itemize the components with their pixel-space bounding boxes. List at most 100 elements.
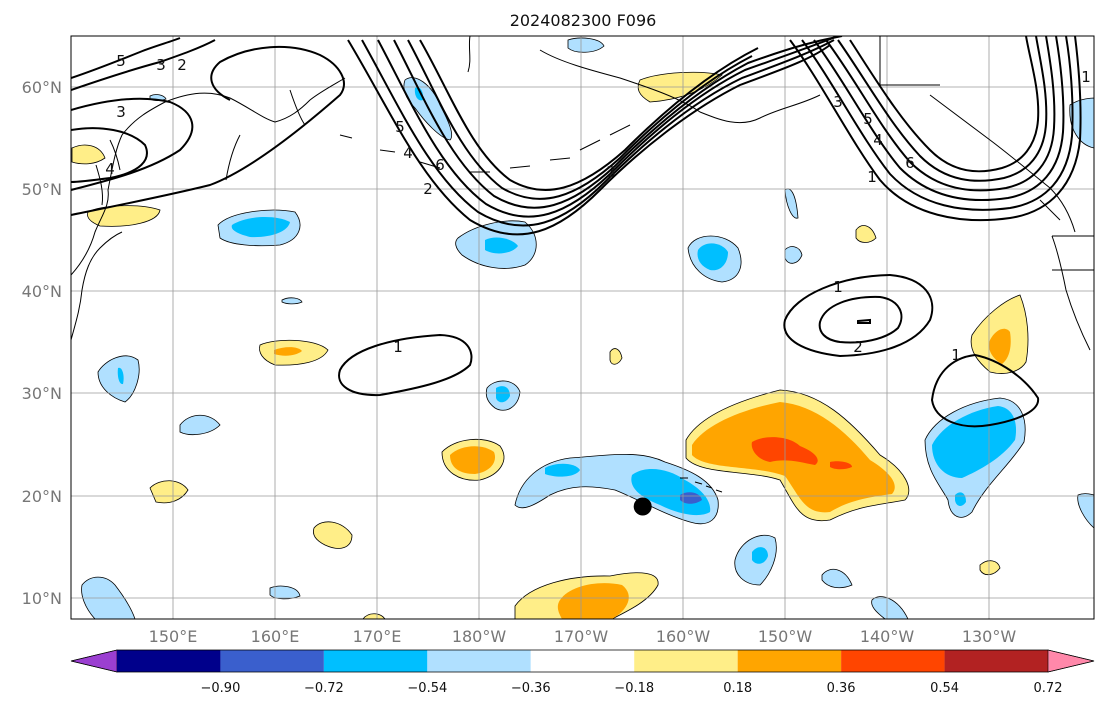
colorbar-tick-label: −0.72	[304, 681, 344, 696]
colorbar-tick-label: −0.90	[201, 681, 241, 696]
colorbar-segment	[220, 650, 324, 672]
warm-anomaly-kamchatka	[71, 144, 106, 165]
contour-label: 2	[177, 56, 187, 74]
lat-tick-label: 20°N	[22, 487, 62, 506]
contour-label: 3	[116, 103, 126, 121]
contour-label: 5	[863, 110, 873, 128]
lat-tick-label: 10°N	[22, 589, 62, 608]
contour-trough-e-2	[801, 36, 1074, 211]
latitude-labels: 60°N 50°N 40°N 30°N 20°N 10°N	[22, 78, 62, 608]
colorbar-segment	[323, 650, 428, 672]
coast-alaska	[467, 36, 821, 124]
contour-low-center	[338, 333, 473, 397]
coast-na-west	[1051, 235, 1091, 351]
map-frame	[70, 35, 1095, 620]
contour-ridge-west-3	[71, 127, 148, 183]
contour-label: 5	[395, 118, 405, 136]
colorbar-extend-high	[1047, 649, 1095, 673]
contour-label: 1	[951, 346, 961, 364]
contour-label: 1	[833, 278, 843, 296]
warm-anomaly-south-core	[557, 583, 629, 619]
colorbar-segment	[427, 650, 531, 672]
coastlines	[71, 36, 1094, 493]
lon-tick-label: 170°W	[554, 627, 609, 646]
coast-asia	[71, 77, 346, 276]
warm-anomaly-e	[979, 560, 1001, 576]
colorbar-tick-label: 0.72	[1034, 681, 1063, 696]
cold-anomaly-o	[784, 188, 799, 219]
coast-na-border	[1052, 235, 1094, 271]
gridlines	[71, 36, 1094, 619]
lon-tick-label: 130°W	[962, 627, 1017, 646]
contour-label: 4	[403, 144, 413, 162]
lon-tick-label: 160°W	[656, 627, 711, 646]
cold-anomaly-hawaii-deep	[680, 492, 702, 504]
lat-tick-label: 40°N	[22, 282, 62, 301]
contour-label: 3	[833, 93, 843, 111]
contour-trough-3	[377, 36, 839, 218]
map-panel: 5 3 2 3 4 5 4 6 2 3 3 5 4 6 1 1 1 1 2 1	[70, 35, 1095, 620]
warm-anomaly-d	[609, 348, 623, 365]
contour-trough-6	[419, 39, 759, 191]
lon-tick-label: 160°E	[251, 627, 300, 646]
colorbar-segment	[634, 650, 738, 672]
lon-tick-label: 170°E	[353, 627, 402, 646]
warm-anomaly-a	[149, 480, 189, 504]
location-marker	[633, 497, 652, 516]
cold-anomaly-s-core	[752, 547, 768, 564]
contour-trough-e-5	[837, 36, 1048, 182]
contour-label-group: 5 3 2 3 4 5 4 6 2 3 3 5 4 6 1 1 1 1 2 1	[105, 52, 1091, 364]
colorbar-extend-low	[70, 649, 118, 673]
contour-label: 4	[873, 131, 883, 149]
contour-label: 6	[435, 156, 445, 174]
colorbar-segment	[117, 650, 221, 672]
cold-anomaly-k	[871, 596, 909, 619]
contour-trough-e-1	[789, 36, 1082, 222]
contour-label: 1	[867, 168, 877, 186]
contour-label: 3	[606, 163, 616, 181]
cold-anomaly-j	[821, 568, 853, 589]
contour-low-ne-2	[818, 295, 903, 344]
colorbar-tick-label: 0.54	[930, 681, 959, 696]
cold-anomaly-p	[269, 585, 301, 600]
colorbar-tick-label: −0.18	[614, 681, 654, 696]
contour-label: 3	[156, 56, 166, 74]
coast-sakhalin	[95, 139, 121, 206]
contour-label: 1	[393, 338, 403, 356]
cold-anomaly-hawaii-core2	[545, 463, 580, 477]
contour-lines	[71, 36, 1082, 428]
warm-anomaly-w-core	[450, 446, 496, 474]
contour-label: 1	[1081, 68, 1091, 86]
lon-tick-label: 140°W	[860, 627, 915, 646]
lon-tick-label: 150°E	[149, 627, 198, 646]
contour-trough-1	[347, 39, 831, 236]
contour-label: 4	[105, 160, 115, 178]
lat-tick-label: 60°N	[22, 78, 62, 97]
contour-trough-5	[407, 39, 753, 200]
lat-tick-label: 50°N	[22, 180, 62, 199]
shaded-anomalies	[71, 37, 1094, 619]
colorbar-outline	[70, 649, 1095, 673]
warm-anomaly-peak-b	[830, 461, 852, 470]
contour-low-ne-1	[783, 273, 934, 358]
cold-anomaly-g-core	[496, 386, 510, 403]
cold-anomaly-m	[1077, 493, 1094, 529]
contour-trough-2	[361, 39, 835, 227]
contour-label: 5	[116, 52, 126, 70]
contour-trough-4	[393, 36, 843, 209]
contour-label: 6	[905, 154, 915, 172]
colorbar: −0.90 −0.72 −0.54 −0.36 −0.18 0.18 0.36 0.54 0.7…	[70, 649, 1095, 696]
warm-anomaly-nw-core	[274, 347, 302, 356]
cold-anomaly-aleutian-core	[485, 237, 518, 254]
colorbar-segment	[841, 650, 945, 672]
colorbar-segment	[944, 650, 1048, 672]
colorbar-tick-label: −0.54	[407, 681, 447, 696]
cold-anomaly-h	[179, 414, 221, 436]
contour-ridge-west-5	[71, 37, 181, 79]
coast-aleutian	[339, 124, 631, 173]
lon-tick-label: 180°W	[452, 627, 507, 646]
colorbar-segment	[737, 650, 842, 672]
contour-low-e	[930, 353, 1040, 428]
contour-trough-e-6	[849, 36, 1040, 173]
